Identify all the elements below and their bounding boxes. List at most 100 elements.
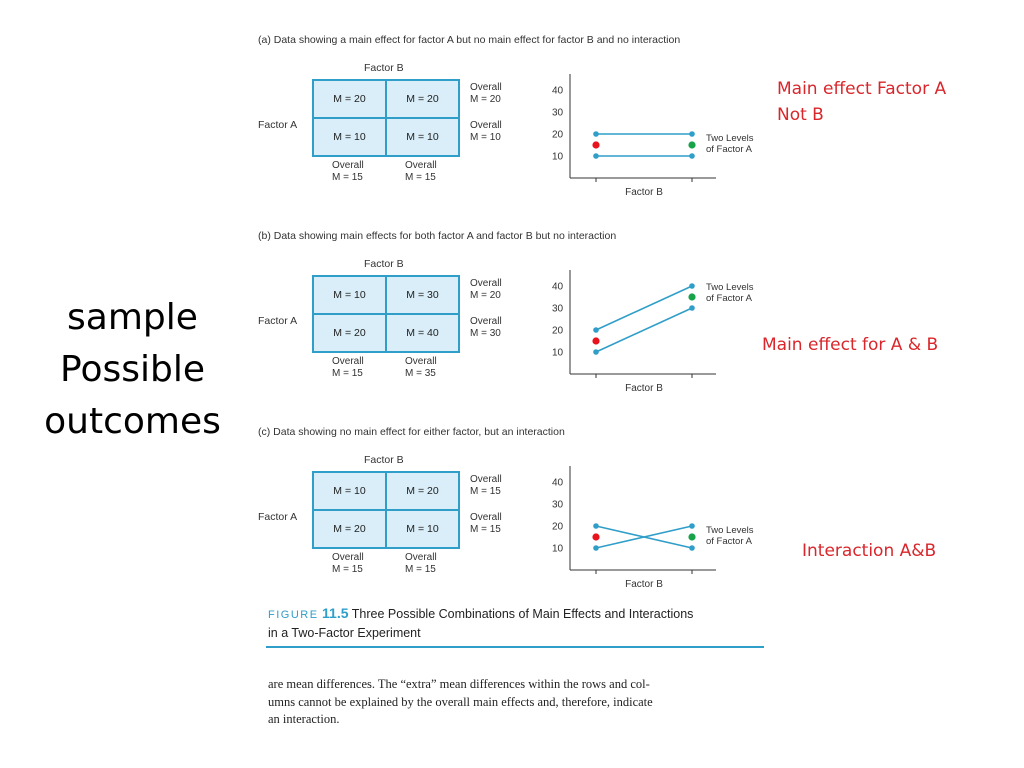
row-overall: Overall M = 15 — [470, 512, 502, 536]
matrix-cell: M = 40 — [386, 314, 459, 352]
row-overall: Overall M = 10 — [470, 120, 502, 144]
annotation-interaction: Interaction A&B — [802, 538, 936, 564]
slide-title-line: sample — [67, 297, 198, 338]
slide-title: sample Possible outcomes — [30, 292, 235, 448]
annotation-main-effect-a-b: Main effect for A & B — [762, 332, 938, 358]
col-overall: Overall M = 15 — [405, 160, 437, 184]
row-overall-mean: M = 15 — [470, 524, 501, 535]
annotation-line: Interaction A&B — [802, 541, 937, 561]
col-overall-label: Overall — [332, 552, 364, 563]
data-point — [689, 305, 695, 311]
col-overall-label: Overall — [405, 552, 437, 563]
y-tick-label: 10 — [552, 152, 564, 163]
y-tick-label: 40 — [552, 282, 564, 293]
matrix-cell: M = 10 — [386, 510, 459, 548]
col-overall-label: Overall — [332, 356, 364, 367]
figure-panel: (b) Data showing main effects for both f… — [256, 230, 776, 426]
figure-caption: FIGURE 11.5 Three Possible Combinations … — [268, 604, 764, 642]
figure-title-line: in a Two-Factor Experiment — [268, 626, 421, 640]
row-overall-label: Overall — [470, 474, 502, 485]
col-overall-mean: M = 15 — [405, 564, 436, 575]
y-tick-label: 40 — [552, 478, 564, 489]
matrix-cell: M = 20 — [313, 314, 386, 352]
annotation-line: Not B — [777, 105, 824, 125]
red-marker — [592, 141, 600, 149]
body-text-line: umns cannot be explained by the overall … — [268, 694, 653, 709]
factor-a-label: Factor A — [258, 511, 298, 523]
matrix-cell: M = 10 — [313, 276, 386, 314]
figure-number: 11.5 — [322, 605, 349, 621]
y-tick-label: 30 — [552, 108, 564, 119]
row-overall-mean: M = 20 — [470, 94, 501, 105]
series-line — [595, 307, 693, 353]
legend-line: of Factor A — [706, 144, 753, 155]
col-overall-label: Overall — [332, 160, 364, 171]
y-tick-label: 20 — [552, 130, 564, 141]
series-line — [595, 285, 693, 331]
red-marker — [592, 337, 600, 345]
data-point — [689, 283, 695, 289]
col-overall-label: Overall — [405, 160, 437, 171]
data-point — [593, 327, 599, 333]
annotation-line: Main effect for A & B — [762, 335, 939, 355]
col-overall-label: Overall — [405, 356, 437, 367]
panel-caption: (b) Data showing main effects for both f… — [258, 230, 617, 242]
slide-title-line: Possible — [60, 349, 205, 390]
annotation-main-effect-a: Main effect Factor A Not B — [777, 76, 946, 128]
matrix-cell: M = 20 — [313, 80, 386, 118]
data-point — [593, 545, 599, 551]
col-overall-mean: M = 15 — [332, 368, 363, 379]
y-tick-label: 10 — [552, 348, 564, 359]
green-marker — [688, 293, 696, 301]
legend-line: Two Levels — [706, 133, 754, 144]
red-marker — [592, 533, 600, 541]
means-matrix: M = 10 M = 20 M = 20 M = 10 — [312, 471, 460, 549]
matrix-cell: M = 10 — [313, 118, 386, 156]
col-overall: Overall M = 15 — [332, 160, 364, 184]
row-overall: Overall M = 20 — [470, 278, 502, 302]
figure-panel: (a) Data showing a main effect for facto… — [256, 34, 776, 230]
data-point — [689, 523, 695, 529]
matrix-cell: M = 20 — [386, 80, 459, 118]
means-matrix: M = 10 M = 30 M = 20 M = 40 — [312, 275, 460, 353]
col-overall: Overall M = 15 — [405, 552, 437, 576]
body-text: are mean differences. The “extra” mean d… — [268, 676, 768, 729]
y-tick-label: 20 — [552, 326, 564, 337]
figure-title-line: Three Possible Combinations of Main Effe… — [351, 607, 694, 621]
data-point — [689, 545, 695, 551]
series-line — [595, 525, 693, 549]
data-point — [689, 153, 695, 159]
x-axis-label: Factor B — [625, 579, 663, 590]
col-overall-mean: M = 15 — [332, 172, 363, 183]
annotation-line: Main effect Factor A — [777, 79, 947, 99]
slide-title-line: outcomes — [44, 401, 221, 442]
row-overall-mean: M = 30 — [470, 328, 501, 339]
col-overall-mean: M = 15 — [405, 172, 436, 183]
x-axis-label: Factor B — [625, 383, 663, 394]
col-overall-mean: M = 15 — [332, 564, 363, 575]
figure-panel: (c) Data showing no main effect for eith… — [256, 426, 776, 622]
data-point — [593, 349, 599, 355]
row-overall-label: Overall — [470, 278, 502, 289]
col-overall: Overall M = 15 — [332, 552, 364, 576]
factor-b-label: Factor B — [364, 258, 404, 270]
caption-rule — [266, 646, 764, 648]
row-overall-label: Overall — [470, 512, 502, 523]
factor-b-label: Factor B — [364, 454, 404, 466]
means-matrix: M = 20 M = 20 M = 10 M = 10 — [312, 79, 460, 157]
panel-caption: (c) Data showing no main effect for eith… — [258, 426, 565, 438]
data-point — [689, 131, 695, 137]
y-tick-label: 30 — [552, 500, 564, 511]
row-overall: Overall M = 30 — [470, 316, 502, 340]
row-overall-label: Overall — [470, 82, 502, 93]
matrix-cell: M = 20 — [386, 472, 459, 510]
col-overall-mean: M = 35 — [405, 368, 436, 379]
legend-line: of Factor A — [706, 536, 753, 547]
col-overall: Overall M = 35 — [405, 356, 437, 380]
y-tick-label: 40 — [552, 86, 564, 97]
green-marker — [688, 533, 696, 541]
body-text-line: an interaction. — [268, 712, 340, 726]
